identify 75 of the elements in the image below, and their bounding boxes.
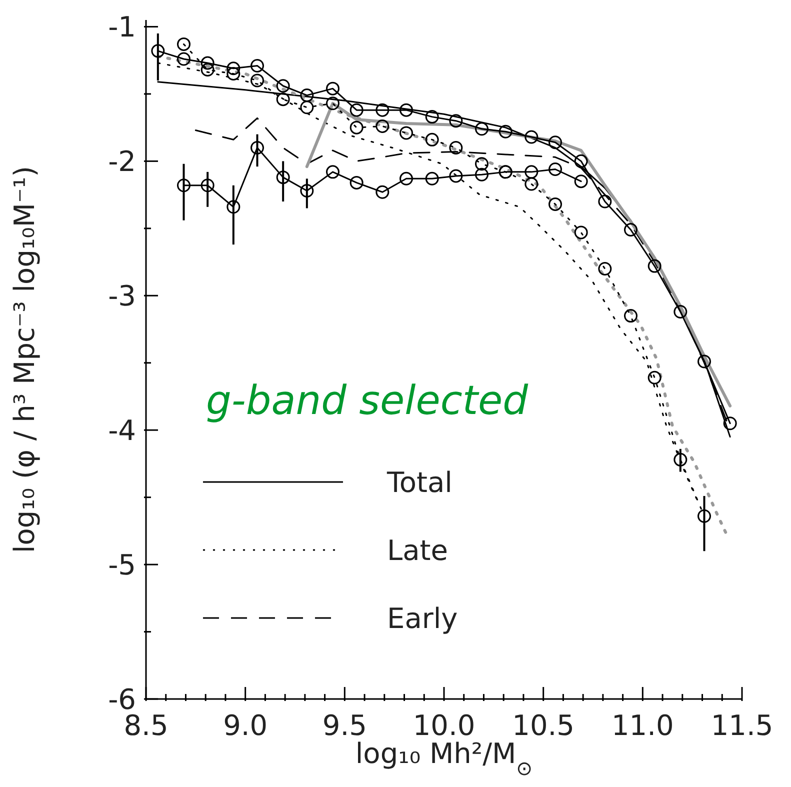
legend-label: Total xyxy=(387,466,452,498)
point xyxy=(226,200,240,214)
point xyxy=(674,305,688,319)
point xyxy=(524,165,538,179)
point xyxy=(548,162,562,176)
point xyxy=(474,157,488,171)
point xyxy=(376,119,390,133)
point xyxy=(524,177,538,191)
point xyxy=(574,174,588,188)
point xyxy=(200,63,214,76)
point xyxy=(698,509,712,523)
point xyxy=(425,132,439,146)
y-tick-label: -4 xyxy=(108,414,136,448)
y-tick-label: -1 xyxy=(108,10,136,44)
point xyxy=(300,100,314,114)
x-tick-label: 8.5 xyxy=(124,709,168,742)
point xyxy=(376,185,390,199)
point xyxy=(648,259,662,273)
point xyxy=(449,169,463,183)
point xyxy=(226,67,240,81)
point xyxy=(723,416,737,430)
point xyxy=(400,103,414,117)
point xyxy=(350,120,364,134)
point xyxy=(300,88,314,102)
point xyxy=(524,130,538,144)
point xyxy=(226,62,240,76)
x-tick-label: 9.0 xyxy=(223,709,268,742)
point xyxy=(250,140,264,154)
legend-label: Early xyxy=(387,602,458,634)
point xyxy=(350,176,364,190)
annotation: g-band selected xyxy=(206,378,528,424)
point xyxy=(474,168,488,182)
point xyxy=(574,154,588,168)
point xyxy=(425,110,439,124)
point xyxy=(250,58,264,72)
point xyxy=(598,262,612,276)
point xyxy=(698,354,712,368)
point xyxy=(176,178,190,192)
point xyxy=(400,172,414,186)
point xyxy=(624,223,638,236)
point xyxy=(574,226,588,240)
y-tick-label: -3 xyxy=(108,280,136,313)
point xyxy=(449,140,463,154)
point xyxy=(624,309,638,323)
point xyxy=(648,370,662,384)
point xyxy=(548,197,562,211)
point xyxy=(276,170,290,184)
point xyxy=(300,184,314,198)
x-tick-label: 11.0 xyxy=(611,709,674,742)
point xyxy=(400,126,414,140)
point xyxy=(326,96,340,110)
point xyxy=(276,79,290,93)
legend-label: Late xyxy=(387,534,448,566)
x-tick-label: 11.5 xyxy=(710,709,774,742)
y-tick-label: -2 xyxy=(108,145,136,178)
point xyxy=(176,37,190,51)
point xyxy=(474,122,488,136)
point xyxy=(151,44,165,58)
point xyxy=(548,136,562,150)
point xyxy=(326,165,340,179)
point xyxy=(326,82,340,96)
point xyxy=(276,92,290,106)
point xyxy=(674,452,688,466)
y-tick-label: -5 xyxy=(108,548,136,582)
point xyxy=(250,74,264,88)
point xyxy=(425,172,439,186)
point xyxy=(376,103,390,117)
point xyxy=(200,56,214,70)
point xyxy=(598,194,612,208)
point xyxy=(200,178,214,192)
point xyxy=(498,124,512,138)
point xyxy=(176,52,190,66)
y-axis-title: log₁₀ (φ / h³ Mpc⁻³ log₁₀M⁻¹) xyxy=(8,166,41,553)
point xyxy=(449,114,463,128)
point xyxy=(350,103,364,117)
